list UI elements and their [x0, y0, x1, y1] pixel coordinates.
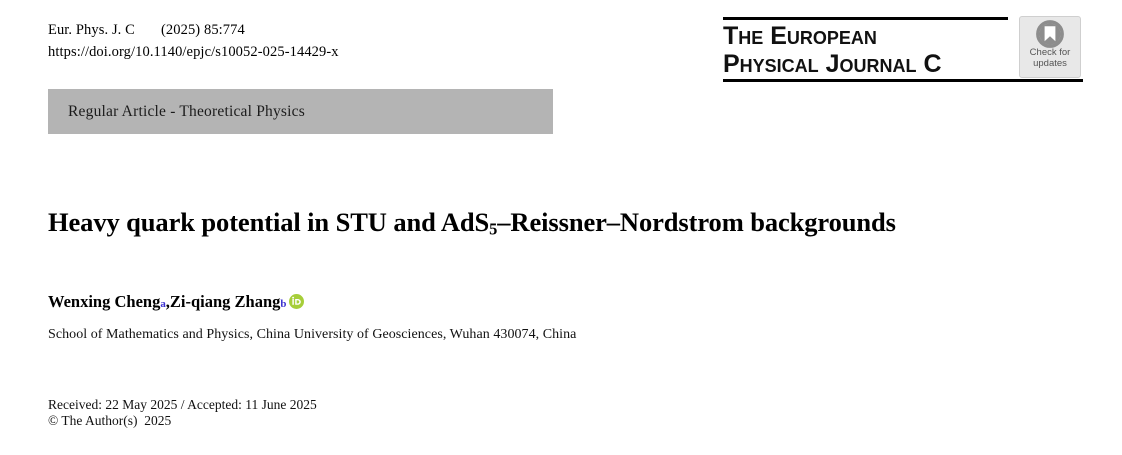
- received-accepted-line: Received: 22 May 2025 / Accepted: 11 Jun…: [48, 397, 317, 412]
- author-separator: ,: [165, 292, 170, 311]
- masthead-rule-bottom: [723, 79, 1083, 82]
- author-name-2[interactable]: Zi-qiang Zhang: [169, 292, 281, 311]
- masthead-line-1: The European: [723, 22, 877, 50]
- title-subscript: 5: [489, 219, 498, 239]
- author-list: Wenxing Cheng a, Zi-qiang Zhang b: [48, 292, 305, 312]
- journal-masthead: The European Physical Journal C: [723, 22, 1009, 78]
- author-affiliation: School of Mathematics and Physics, China…: [48, 327, 577, 342]
- title-text-part-2: –Reissner–Nordstrom backgrounds: [497, 206, 896, 237]
- check-for-updates-caption: Check for updates: [1029, 47, 1071, 69]
- badge-caption-line-1: Check for: [1029, 47, 1071, 58]
- masthead-rule-top: [723, 17, 1008, 20]
- badge-caption-line-2: updates: [1033, 57, 1067, 69]
- masthead-line-2: Physical Journal C: [723, 50, 942, 78]
- article-type-label: Regular Article - Theoretical Physics: [68, 102, 305, 120]
- journal-citation-line: Eur. Phys. J. C (2025) 85:774: [48, 22, 245, 38]
- copyright-line: © The Author(s) 2025: [48, 413, 172, 428]
- crossmark-logo-icon: [1036, 20, 1064, 48]
- journal-citation-block: Eur. Phys. J. C (2025) 85:774 https://do…: [48, 20, 339, 63]
- check-for-updates-badge[interactable]: Check for updates: [1019, 16, 1081, 78]
- orcid-id-icon[interactable]: [289, 294, 305, 309]
- publication-dates-block: Received: 22 May 2025 / Accepted: 11 Jun…: [48, 397, 317, 429]
- page-title: Heavy quark potential in STU and AdS5–Re…: [48, 206, 1078, 239]
- author-name-1[interactable]: Wenxing Cheng: [48, 292, 161, 311]
- title-text-part-1: Heavy quark potential in STU and AdS: [48, 206, 490, 237]
- article-type-band: Regular Article - Theoretical Physics: [48, 89, 553, 134]
- doi-link[interactable]: https://doi.org/10.1140/epjc/s10052-025-…: [48, 44, 339, 61]
